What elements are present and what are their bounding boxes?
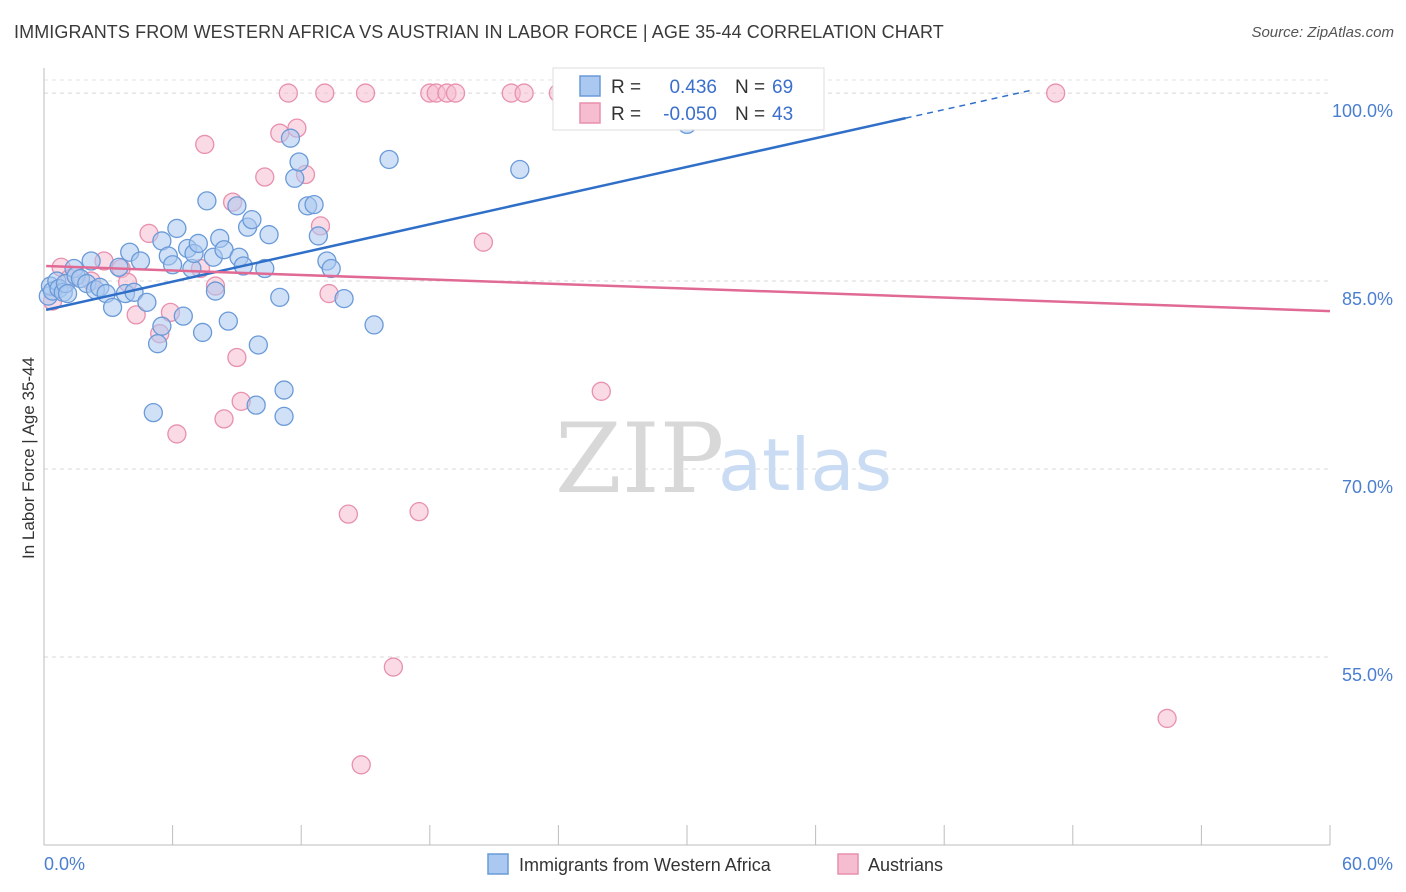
legend-n-label-blue: N = xyxy=(735,77,765,98)
x-tick-label-min: 0.0% xyxy=(44,854,85,874)
western-africa-point-55 xyxy=(285,168,305,188)
austrians-point-41 xyxy=(1157,708,1177,729)
y-axis-label: In Labor Force | Age 35-44 xyxy=(19,357,38,559)
western-africa-point-46 xyxy=(242,209,262,230)
western-africa-point-53 xyxy=(274,406,294,427)
western-africa-point-22 xyxy=(137,292,157,313)
western-africa-point-38 xyxy=(205,281,226,301)
watermark-atlas: atlas xyxy=(718,423,892,507)
western-africa-point-34 xyxy=(188,233,208,254)
western-africa-point-29 xyxy=(167,218,187,239)
y-tick-label-2: 70.0% xyxy=(1342,477,1393,497)
western-africa-point-54 xyxy=(280,128,301,148)
legend-box: R = 0.436 N = 69 R = -0.050 N = 43 xyxy=(552,67,825,131)
trend-lines xyxy=(45,89,1331,313)
austrians-point-35 xyxy=(473,232,494,252)
austrians-point-13 xyxy=(195,134,215,155)
x-tick-labels: 0.0% 60.0% xyxy=(44,854,1393,874)
western-africa-point-21 xyxy=(130,251,151,271)
western-africa-point-12 xyxy=(81,251,101,271)
legend-r-label-blue: R = xyxy=(611,77,641,98)
western-africa-point-48 xyxy=(248,335,268,355)
legend-r-label-pink: R = xyxy=(611,104,641,125)
legend-n-value-pink: 43 xyxy=(772,104,793,125)
series-western-africa-points xyxy=(38,80,783,427)
western-africa-point-52 xyxy=(274,380,294,400)
western-africa-point-36 xyxy=(197,191,217,211)
western-africa-point-64 xyxy=(379,149,399,170)
y-tick-label-1: 85.0% xyxy=(1342,289,1393,309)
y-tick-labels: 100.0% 85.0% 70.0% 55.0% xyxy=(1332,101,1393,685)
western-africa-point-47 xyxy=(246,395,266,415)
trend-line-western-africa xyxy=(45,116,906,312)
western-africa-point-61 xyxy=(321,258,341,279)
western-africa-point-58 xyxy=(304,194,324,215)
bottom-legend-label-pink: Austrians xyxy=(868,855,943,875)
western-africa-point-41 xyxy=(218,311,238,331)
bottom-legend-swatch-pink xyxy=(837,853,859,875)
watermark: ZIP atlas xyxy=(555,403,892,515)
trend-line-western-africa-extension xyxy=(905,89,1031,119)
austrians-point-26 xyxy=(338,504,359,524)
source-label: Source: ZipAtlas.com xyxy=(1251,24,1394,41)
x-tick-label-max: 60.0% xyxy=(1342,854,1393,874)
austrians-point-19 xyxy=(255,167,275,187)
y-tick-label-3: 55.0% xyxy=(1342,665,1393,685)
western-africa-point-16 xyxy=(102,297,123,318)
western-africa-point-50 xyxy=(259,225,279,245)
western-africa-point-30 xyxy=(173,306,193,326)
western-africa-point-24 xyxy=(147,334,168,354)
western-africa-point-23 xyxy=(143,402,163,423)
austrians-point-15 xyxy=(214,409,234,429)
austrians-point-17 xyxy=(227,347,247,368)
western-africa-point-62 xyxy=(334,288,354,309)
legend-n-label-pink: N = xyxy=(735,104,765,125)
western-africa-point-25 xyxy=(152,316,172,336)
western-africa-point-51 xyxy=(270,287,290,307)
austrians-point-37 xyxy=(514,83,534,103)
austrians-point-7 xyxy=(126,305,146,325)
austrians-point-27 xyxy=(351,755,371,775)
legend-swatch-blue xyxy=(579,75,601,97)
western-africa-point-35 xyxy=(192,322,213,343)
legend-r-value-blue: 0.436 xyxy=(669,77,717,98)
austrians-point-21 xyxy=(278,83,298,103)
chart-title: IMMIGRANTS FROM WESTERN AFRICA VS AUSTRI… xyxy=(14,22,944,42)
western-africa-point-63 xyxy=(364,315,384,335)
axes xyxy=(43,68,1331,846)
trend-line-austrians xyxy=(46,264,1331,313)
austrians-point-28 xyxy=(355,83,376,103)
western-africa-point-59 xyxy=(308,226,328,246)
bottom-legend: Immigrants from Western Africa Austrians xyxy=(487,853,943,875)
austrians-point-40 xyxy=(1046,83,1066,103)
legend-swatch-pink xyxy=(579,102,601,124)
western-africa-point-56 xyxy=(289,152,309,172)
western-africa-point-42 xyxy=(227,196,247,216)
austrians-point-11 xyxy=(167,424,187,444)
watermark-zip: ZIP xyxy=(555,403,724,515)
bottom-legend-label-blue: Immigrants from Western Africa xyxy=(519,855,772,875)
bottom-legend-swatch-blue xyxy=(487,853,509,875)
austrians-point-29 xyxy=(383,657,404,677)
austrians-point-34 xyxy=(445,83,466,103)
western-africa-point-65 xyxy=(510,159,530,180)
austrians-point-39 xyxy=(591,381,611,401)
western-africa-point-7 xyxy=(57,283,78,304)
austrians-point-42 xyxy=(315,83,335,103)
legend-n-value-blue: 69 xyxy=(772,77,793,98)
austrians-point-30 xyxy=(409,501,429,522)
y-tick-label-0: 100.0% xyxy=(1332,101,1393,121)
legend-r-value-pink: -0.050 xyxy=(663,104,717,125)
